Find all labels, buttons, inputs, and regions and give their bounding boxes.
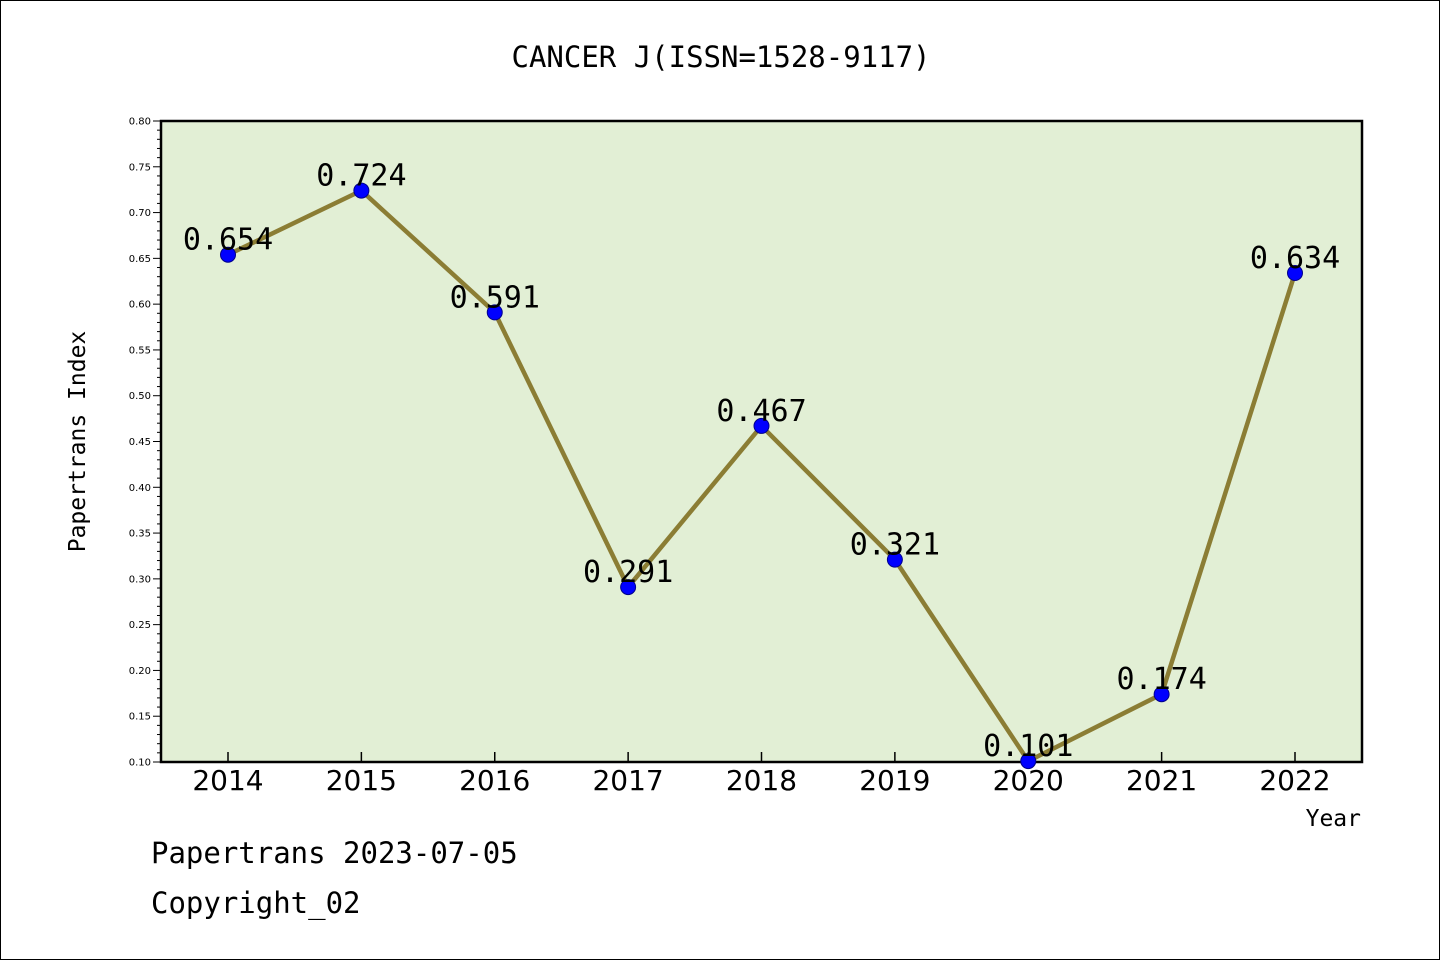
x-tick-label: 2022 (1259, 764, 1330, 797)
x-tick-label: 2021 (1126, 764, 1197, 797)
y-tick-label: 0.60 (129, 300, 151, 311)
footer-copyright: Copyright_02 (151, 886, 361, 920)
data-point (886, 551, 903, 568)
x-tick-label: 2019 (859, 764, 930, 797)
y-tick-label: 0.80 (129, 117, 151, 128)
x-tick-label: 2016 (459, 764, 530, 797)
y-axis-label: Papertrans Index (65, 331, 91, 553)
x-tick-label: 2020 (993, 764, 1064, 797)
data-point (1020, 753, 1037, 770)
footer-date: Papertrans 2023-07-05 (151, 836, 518, 870)
data-point (1153, 686, 1170, 703)
data-label: 0.291 (583, 555, 673, 590)
y-tick-label: 0.50 (129, 391, 151, 402)
y-tick-label: 0.10 (129, 758, 151, 769)
x-tick-label: 2014 (192, 764, 263, 797)
data-label: 0.634 (1250, 241, 1340, 276)
y-tick-label: 0.55 (129, 345, 151, 356)
data-label: 0.467 (716, 394, 806, 429)
data-label: 0.174 (1116, 662, 1206, 697)
data-point (1287, 265, 1303, 282)
data-point (753, 417, 770, 434)
y-tick-label: 0.45 (129, 437, 151, 448)
x-tick-label: 2015 (326, 764, 397, 797)
x-axis-label: Year (1306, 806, 1361, 832)
data-label: 0.321 (850, 528, 940, 563)
y-tick-label: 0.70 (129, 208, 151, 219)
y-tick-label: 0.20 (129, 666, 151, 677)
y-tick-label: 0.35 (129, 529, 151, 540)
data-label: 0.591 (450, 280, 540, 315)
y-tick-label: 0.40 (129, 483, 151, 494)
data-point (220, 246, 236, 263)
y-tick-label: 0.75 (129, 162, 151, 173)
y-tick-label: 0.30 (129, 574, 151, 585)
data-point (353, 182, 370, 199)
data-label: 0.724 (316, 159, 406, 194)
data-point (620, 579, 637, 596)
y-tick-label: 0.65 (129, 254, 151, 265)
y-tick-label: 0.25 (129, 620, 151, 631)
chart-title: CANCER J(ISSN=1528-9117) (511, 40, 930, 74)
plot-border (159, 119, 1364, 764)
data-label: 0.654 (183, 223, 273, 258)
x-tick-label: 2018 (726, 764, 797, 797)
data-label: 0.101 (983, 729, 1073, 764)
x-tick-label: 2017 (592, 764, 663, 797)
y-tick-label: 0.15 (129, 712, 151, 723)
data-point (486, 304, 503, 321)
plot-area (161, 121, 1362, 762)
